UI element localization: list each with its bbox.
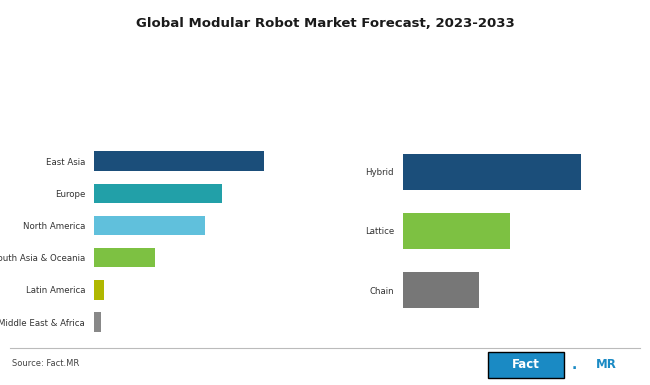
Bar (403, 154, 580, 189)
Text: 5.2%: 5.2% (390, 54, 419, 64)
Text: 12.6%: 12.6% (545, 54, 582, 64)
Bar (94, 280, 103, 300)
Text: Market Split by Type, 2023: Market Split by Type, 2023 (407, 120, 565, 130)
Text: Global Modular Robot Market Forecast, 2023-2033: Global Modular Robot Market Forecast, 20… (136, 17, 514, 30)
Text: .: . (572, 358, 577, 372)
Text: Source: Fact.MR: Source: Fact.MR (12, 359, 79, 368)
Text: Fact: Fact (512, 358, 540, 371)
Bar (94, 248, 155, 267)
Text: 10.8%: 10.8% (68, 54, 105, 64)
Bar (94, 184, 222, 203)
Text: Historical Market Value
CAGR (2018 – 2022): Historical Market Value CAGR (2018 – 202… (358, 76, 451, 97)
Text: Global Market Value CAGR
(2023 – 2033): Global Market Value CAGR (2023 – 2033) (34, 76, 140, 97)
Bar (94, 312, 101, 332)
Text: Global Addressable Market
Value, 2023: Global Addressable Market Value, 2023 (191, 76, 300, 97)
Bar (94, 216, 205, 235)
Text: Market Split by Region, 2023: Market Split by Region, 2023 (79, 120, 250, 130)
Text: MR: MR (596, 358, 617, 371)
Bar (94, 151, 265, 171)
FancyBboxPatch shape (488, 352, 564, 378)
Bar (403, 213, 510, 249)
Text: Packaging Application
Market Value Share, 2023: Packaging Application Market Value Share… (512, 76, 615, 97)
Bar (403, 273, 479, 308)
Text: US$ 984.0 Million: US$ 984.0 Million (194, 54, 297, 64)
